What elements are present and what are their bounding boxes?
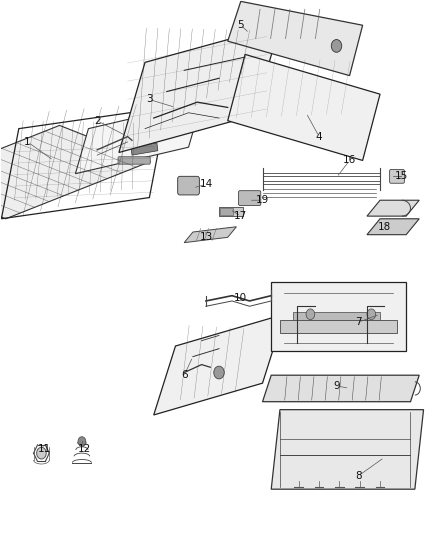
Text: 10: 10 — [234, 293, 247, 303]
Polygon shape — [75, 102, 201, 174]
Text: 18: 18 — [378, 222, 391, 232]
Text: 12: 12 — [78, 445, 91, 455]
Circle shape — [331, 39, 342, 52]
Polygon shape — [367, 219, 419, 235]
Text: 3: 3 — [146, 94, 153, 104]
Polygon shape — [119, 25, 280, 152]
Polygon shape — [228, 54, 380, 160]
Polygon shape — [271, 410, 424, 489]
Text: 8: 8 — [355, 471, 362, 481]
Text: 4: 4 — [316, 132, 322, 142]
Text: 1: 1 — [24, 137, 31, 147]
Polygon shape — [228, 2, 363, 76]
Bar — [131, 143, 158, 155]
Polygon shape — [0, 125, 151, 219]
Text: 7: 7 — [355, 317, 362, 327]
Polygon shape — [271, 282, 406, 351]
Text: 11: 11 — [38, 445, 52, 455]
Text: 6: 6 — [181, 370, 187, 380]
Polygon shape — [184, 227, 237, 243]
Polygon shape — [367, 200, 419, 216]
FancyBboxPatch shape — [390, 169, 404, 183]
Circle shape — [214, 366, 224, 379]
Text: 19: 19 — [256, 195, 269, 205]
Text: 2: 2 — [94, 116, 100, 126]
Polygon shape — [154, 314, 284, 415]
Text: 9: 9 — [333, 381, 340, 391]
Text: 17: 17 — [234, 211, 247, 221]
Circle shape — [78, 437, 86, 446]
Text: 5: 5 — [237, 20, 244, 30]
Bar — [280, 319, 397, 333]
FancyBboxPatch shape — [178, 176, 199, 195]
Circle shape — [37, 447, 46, 459]
Text: 16: 16 — [343, 156, 356, 165]
Bar — [293, 312, 380, 319]
FancyBboxPatch shape — [118, 157, 150, 164]
Bar — [219, 207, 243, 216]
Circle shape — [306, 309, 315, 319]
Bar — [220, 208, 233, 215]
FancyBboxPatch shape — [239, 191, 261, 206]
Polygon shape — [262, 375, 419, 402]
Text: 14: 14 — [199, 179, 212, 189]
Text: 13: 13 — [199, 232, 212, 243]
Text: 15: 15 — [395, 172, 408, 181]
Circle shape — [367, 309, 376, 319]
